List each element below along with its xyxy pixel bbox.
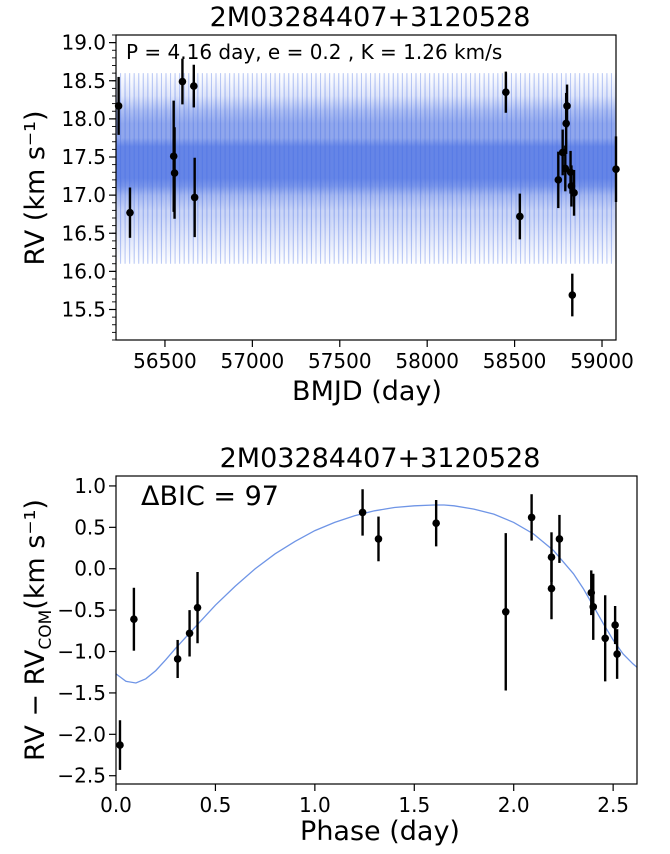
data-point — [193, 603, 202, 612]
data-point — [547, 553, 556, 561]
data-point — [501, 607, 510, 616]
data-point — [130, 615, 138, 624]
y-tick-label: 16.5 — [61, 221, 106, 245]
data-point — [601, 634, 609, 643]
x-tick-label: 1.5 — [398, 793, 430, 817]
data-point — [516, 212, 524, 221]
top-chart-title: 2M03284407+3120528 — [210, 2, 531, 33]
model-band-layer-2 — [116, 137, 616, 196]
y-tick-label: 17.0 — [61, 183, 106, 207]
y-tick-label: 18.5 — [61, 69, 106, 93]
data-point — [190, 193, 199, 202]
data-point — [170, 169, 179, 177]
data-point — [611, 621, 619, 629]
top-y-axis-label: RV (km s⁻¹) — [20, 110, 51, 265]
bottom-x-axis-label: Phase (day) — [300, 816, 460, 847]
y-tick-label: 1.0 — [74, 474, 106, 498]
x-tick-label: 58000 — [395, 349, 459, 373]
data-point — [561, 164, 570, 173]
data-point — [173, 655, 182, 663]
y-tick-label: −0.5 — [57, 598, 106, 622]
top-x-axis: 56500 57000 57500 58000 58500 59000 — [133, 340, 634, 373]
data-point — [116, 741, 124, 749]
data-point — [178, 77, 187, 86]
x-tick-label: 2.0 — [498, 793, 530, 817]
rv-phase-panel: 2M03284407+3120528 −2.5 −2.0 −1.5 −1.0 −0.5 0… — [20, 443, 638, 847]
top-y-axis: 15.5 16.0 16.5 17.0 17.5 18.0 18.5 19.0 — [61, 31, 116, 341]
bottom-y-axis: −2.5 −2.0 −1.5 −1.0 −0.5 0.0 0.5 1.0 — [57, 474, 116, 788]
data-point — [527, 513, 536, 522]
y-tick-label: 17.5 — [61, 145, 106, 169]
data-point — [570, 189, 578, 197]
y-tick-label: −2.5 — [57, 764, 106, 788]
bottom-data-points — [116, 489, 621, 770]
data-point — [189, 82, 198, 90]
x-tick-label: 0.0 — [100, 793, 132, 817]
data-point — [126, 208, 134, 217]
y-tick-label: −2.0 — [57, 722, 106, 746]
x-tick-label: 56500 — [133, 349, 197, 373]
x-tick-label: 57000 — [221, 349, 285, 373]
y-tick-label: −1.5 — [57, 681, 106, 705]
data-point — [358, 508, 367, 517]
bottom-chart-title: 2M03284407+3120528 — [220, 443, 541, 474]
x-tick-label: 59000 — [570, 349, 634, 373]
delta-bic-annotation: ΔBIC = 97 — [141, 481, 279, 512]
y-tick-label: 19.0 — [61, 31, 106, 55]
y-tick-label: 16.0 — [61, 259, 106, 283]
bottom-y-axis-label: RV − RVCOM(km s⁻¹) — [20, 499, 56, 761]
data-point — [547, 584, 556, 593]
rv-time-panel: 2M03284407+3120528 15.516.016.517.017.51… — [20, 2, 634, 407]
data-point — [589, 603, 598, 611]
top-period-annotation: P = 4.16 day, e = 0.2 , K = 1.26 km/s — [126, 40, 502, 64]
y-tick-label: 15.5 — [61, 298, 106, 322]
x-tick-label: 2.5 — [597, 793, 629, 817]
model-curve-line — [115, 504, 638, 684]
bottom-plot-frame — [115, 475, 638, 785]
x-tick-label: 58500 — [483, 349, 547, 373]
data-point — [432, 519, 440, 527]
data-point — [374, 535, 383, 543]
data-point — [563, 102, 571, 110]
y-tick-label: −1.0 — [57, 640, 106, 664]
data-point — [185, 629, 194, 638]
data-point — [554, 176, 563, 184]
x-tick-label: 1.0 — [299, 793, 331, 817]
data-point — [613, 650, 621, 658]
x-tick-label: 0.5 — [200, 793, 232, 817]
x-tick-label: 57500 — [308, 349, 372, 373]
data-point — [114, 102, 123, 110]
top-data-points — [114, 58, 620, 317]
bottom-model-curve — [115, 504, 638, 684]
top-x-axis-label: BMJD (day) — [292, 376, 442, 407]
y-tick-label: 0.5 — [74, 515, 106, 539]
y-tick-label: 18.0 — [61, 107, 106, 131]
bottom-x-axis: 0.0 0.5 1.0 1.5 2.0 2.5 — [100, 784, 629, 817]
data-point — [555, 535, 564, 543]
top-plot-frame — [115, 34, 617, 341]
data-point — [568, 291, 577, 299]
top-model-band — [115, 73, 617, 264]
y-tick-label: 0.0 — [74, 557, 106, 581]
data-point — [502, 88, 510, 96]
